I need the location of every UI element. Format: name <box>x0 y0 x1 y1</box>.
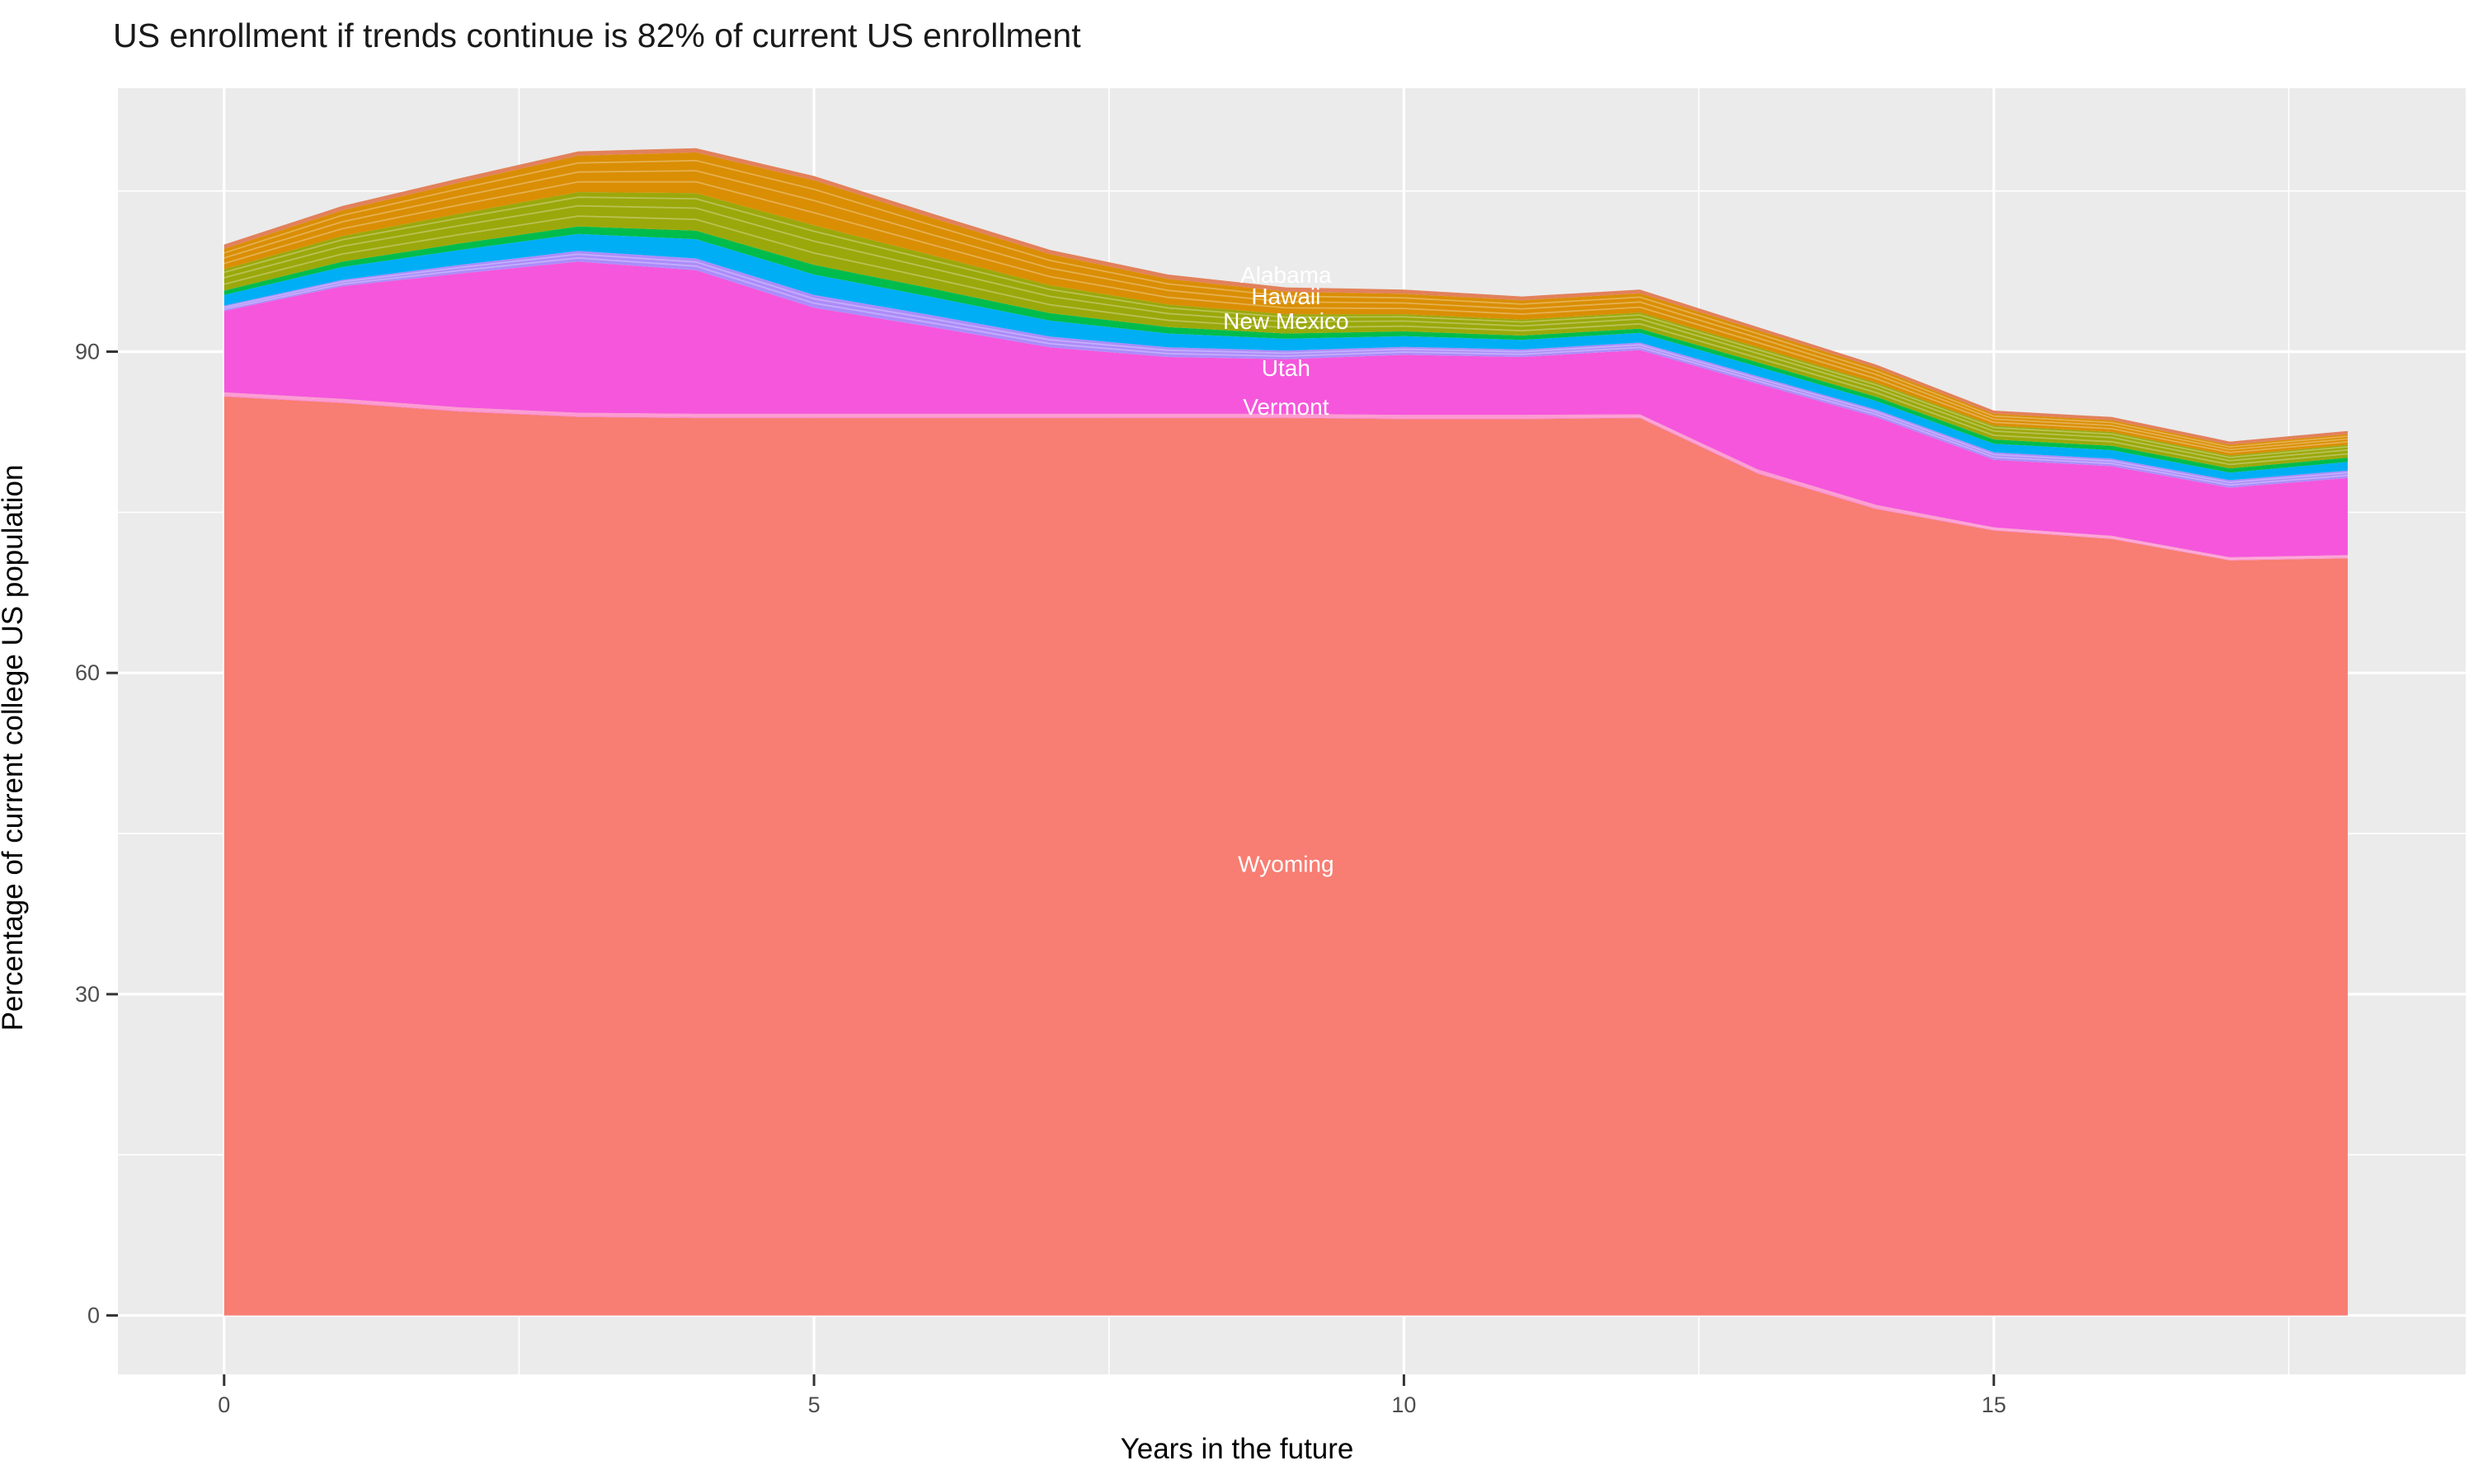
state-band-streak <box>223 181 2348 453</box>
area-vermont-and-other-v-w-states <box>223 392 2348 561</box>
state-band-streak <box>223 204 2348 462</box>
state-band-streak <box>223 393 2348 560</box>
state-band-streak <box>223 394 2348 561</box>
area-i-m-states <box>223 226 2348 473</box>
state-label-wyoming: Wyoming <box>1238 851 1333 876</box>
state-label-hawaii: Hawaii <box>1251 284 1320 309</box>
area-wyoming <box>223 397 2348 1316</box>
area-new-mexico <box>223 233 2348 481</box>
x-tick-label: 5 <box>808 1392 821 1417</box>
state-band-streak <box>223 253 2348 484</box>
state-band-streak <box>223 196 2348 458</box>
y-axis-title: Percentage of current college US populat… <box>0 464 29 1031</box>
state-band-streak <box>223 392 2348 559</box>
y-tick-label: 30 <box>75 982 100 1007</box>
x-axis-title: Years in the future <box>1120 1433 1354 1465</box>
state-band-streak <box>223 256 2348 486</box>
state-label-vermont: Vermont <box>1243 394 1329 420</box>
state-band-streak <box>223 159 2348 448</box>
area-n-t-states <box>223 251 2348 488</box>
state-band-streak <box>223 215 2348 466</box>
area-hawaii <box>223 192 2348 469</box>
state-label-utah: Utah <box>1262 355 1310 381</box>
state-label-alabama: Alabama <box>1240 262 1332 288</box>
state-label-new-mexico: New Mexico <box>1223 308 1348 334</box>
x-tick-label: 15 <box>1982 1392 2006 1417</box>
state-band-streak <box>223 170 2348 451</box>
y-tick-label: 90 <box>75 340 100 364</box>
y-tick-label: 0 <box>87 1303 100 1328</box>
y-tick-label: 60 <box>75 660 100 685</box>
x-tick-label: 10 <box>1391 1392 1416 1417</box>
x-tick-label: 0 <box>218 1392 230 1417</box>
area-utah <box>223 261 2348 557</box>
area-a-g-states <box>223 152 2348 456</box>
chart-title: US enrollment if trends continue is 82% … <box>113 16 1081 54</box>
